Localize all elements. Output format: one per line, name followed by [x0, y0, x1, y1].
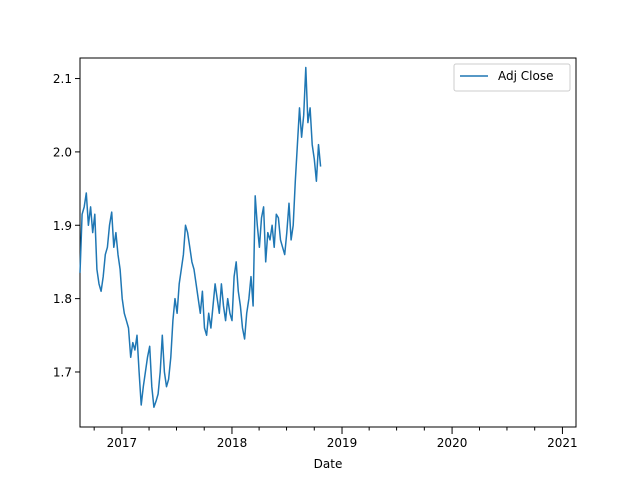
- legend: Adj Close: [453, 63, 571, 92]
- x-axis-label: Date: [314, 457, 343, 471]
- y-tick-label: 1.9: [53, 219, 72, 233]
- x-tick-label: 2019: [327, 436, 358, 450]
- x-tick-label: 2020: [437, 436, 468, 450]
- x-axis: 2017 2018 2019 2020 2021: [93, 427, 578, 450]
- y-tick-label: 2.1: [53, 72, 72, 86]
- legend-box: [453, 63, 571, 92]
- x-tick-label: 2017: [107, 436, 138, 450]
- y-tick-label: 1.8: [53, 292, 72, 306]
- y-tick-label: 2.0: [53, 145, 72, 159]
- x-tick-label: 2021: [547, 436, 578, 450]
- plot-area: [79, 57, 577, 428]
- y-tick-label: 1.7: [53, 365, 72, 379]
- series-line-adj-close: [79, 66, 322, 408]
- legend-label-adj-close: Adj Close: [498, 69, 553, 83]
- x-tick-label: 2018: [217, 436, 248, 450]
- y-axis: 1.7 1.8 1.9 2.0 2.1: [53, 72, 80, 379]
- axes-frame: [79, 57, 577, 428]
